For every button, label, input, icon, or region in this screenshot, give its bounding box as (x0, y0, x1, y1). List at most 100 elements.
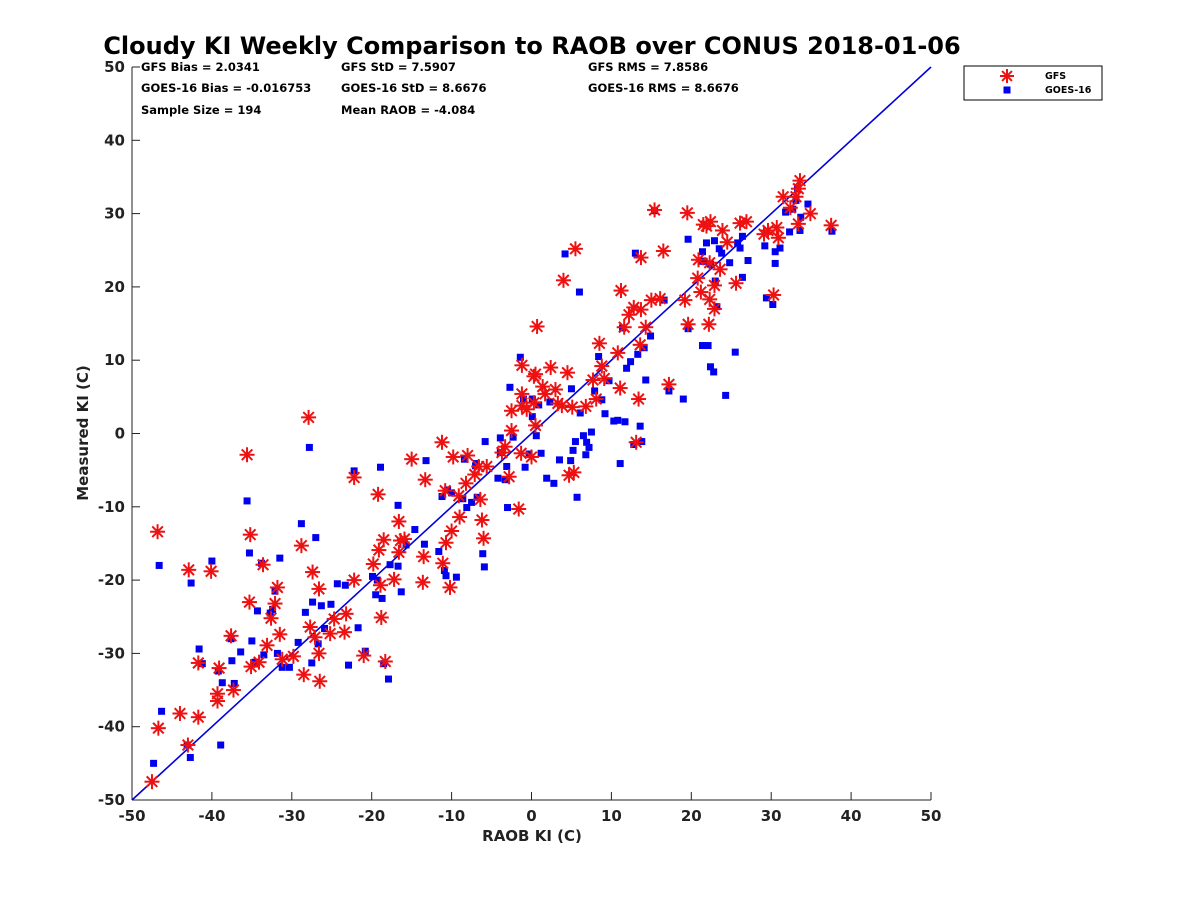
goes16-point (550, 479, 558, 487)
stat-text: GOES-16 StD = 8.6676 (341, 81, 486, 95)
goes16-point (297, 520, 305, 528)
gfs-point (365, 556, 381, 572)
gfs-point (474, 512, 490, 528)
gfs-point (242, 527, 258, 543)
gfs-point (610, 345, 626, 361)
gfs-point (370, 486, 386, 502)
gfs-point (416, 549, 432, 565)
goes16-point (384, 675, 392, 683)
goes16-point (698, 342, 706, 350)
gfs-point (693, 284, 709, 300)
legend-gfs-marker (1000, 69, 1014, 83)
goes16-point (509, 433, 517, 441)
goes16-point (642, 376, 650, 384)
goes16-point (253, 607, 261, 615)
gfs-point (790, 216, 806, 232)
goes16-point (710, 368, 718, 376)
gfs-point (181, 562, 197, 578)
gfs-point (444, 523, 460, 539)
goes16-point (579, 432, 587, 440)
goes16-point (503, 462, 511, 470)
goes16-point (583, 438, 591, 446)
goes16-point (706, 363, 714, 371)
gfs-point (555, 272, 571, 288)
goes16-point (448, 489, 456, 497)
gfs-point (712, 261, 728, 277)
gfs-point (223, 628, 239, 644)
goes16-point (438, 493, 446, 501)
gfs-point (150, 524, 166, 540)
gfs-point (526, 395, 542, 411)
goes16-point (368, 572, 376, 580)
gfs-point (302, 619, 318, 635)
goes16-point (317, 602, 325, 610)
goes16-point (372, 591, 380, 599)
goes16-point (537, 449, 545, 457)
goes16-point (260, 651, 268, 659)
goes16-point (573, 493, 581, 501)
gfs-point (417, 472, 433, 488)
goes16-point (700, 257, 708, 265)
y-tick-label: -20 (98, 571, 125, 589)
gfs-point (566, 464, 582, 480)
goes16-point (738, 273, 746, 281)
goes16-point (561, 250, 569, 258)
gfs-point (301, 409, 317, 425)
goes16-point (738, 232, 746, 240)
gfs-point (209, 686, 225, 702)
gfs-point (372, 577, 388, 593)
goes16-point (481, 438, 489, 446)
goes16-point (744, 257, 752, 265)
gfs-point (438, 535, 454, 551)
gfs-point (792, 173, 808, 189)
goes16-point (569, 446, 577, 454)
chart-title: Cloudy KI Weekly Comparison to RAOB over… (103, 32, 960, 60)
goes16-point (704, 342, 712, 350)
x-tick-label: 10 (601, 807, 622, 825)
goes16-point (195, 645, 203, 653)
goes16-point (285, 663, 293, 671)
gfs-point (738, 214, 754, 230)
goes16-point (591, 387, 599, 395)
goes16-point (587, 428, 595, 436)
goes16-point (376, 463, 384, 471)
stats-annotations: GFS Bias = 2.0341 GFS StD = 7.5907 GFS RMS… (141, 60, 739, 117)
gfs-point (690, 270, 706, 286)
gfs-point (766, 287, 782, 303)
gfs-point (524, 449, 539, 465)
gfs-point (150, 720, 166, 736)
goes16-point (684, 235, 692, 243)
goes16-point (504, 504, 512, 512)
legend-gfs-label: GFS (1045, 71, 1066, 82)
goes16-point (228, 657, 236, 665)
x-axis-label: RAOB KI (C) (482, 827, 582, 845)
goes16-point (718, 249, 726, 257)
goes16-point (731, 348, 739, 356)
goes16-point (378, 594, 386, 602)
goes16-point (535, 401, 543, 409)
goes16-point (660, 296, 668, 304)
goes16-point (314, 640, 322, 648)
goes16-point (294, 638, 302, 646)
gfs-point (435, 555, 451, 571)
goes16-point (797, 213, 805, 221)
gfs-point (263, 610, 279, 626)
goes16-point (309, 598, 317, 606)
gfs-point (272, 626, 288, 642)
gfs-point (529, 318, 545, 334)
gfs-point (513, 445, 529, 461)
gfs-point (661, 376, 677, 392)
y-tick-label: 50 (104, 58, 125, 76)
goes16-point (634, 350, 642, 358)
goes16-point (341, 581, 349, 589)
gfs-point (823, 217, 839, 233)
y-tick-label: 40 (104, 131, 125, 149)
gfs-point (802, 206, 818, 222)
gfs-point (251, 654, 267, 670)
goes16-point (585, 443, 593, 451)
goes16-point (218, 679, 226, 687)
goes16-point (762, 294, 770, 302)
x-tick-label: 30 (761, 807, 782, 825)
